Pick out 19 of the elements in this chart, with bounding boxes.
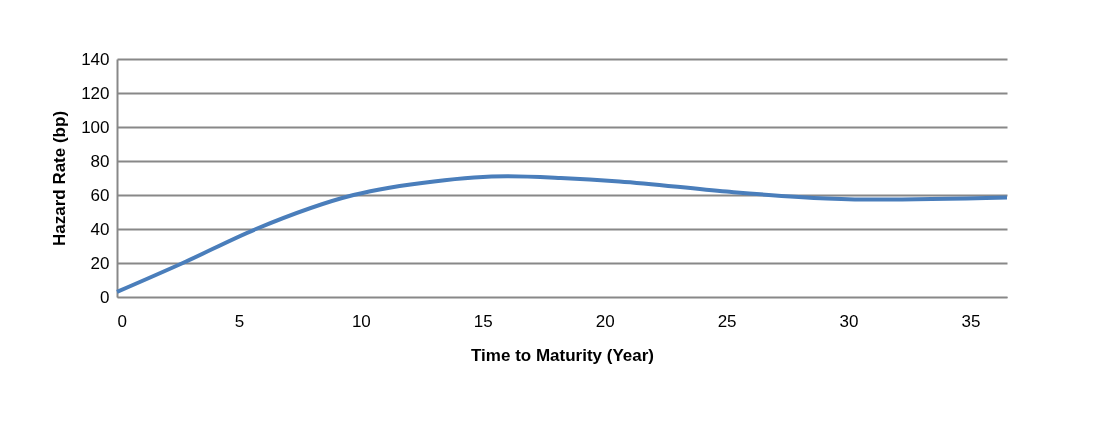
y-tick-label: 20: [90, 253, 110, 273]
x-tick-label: 10: [351, 311, 371, 331]
y-tick-label: 100: [81, 117, 110, 137]
y-tick-label: 0: [100, 287, 110, 307]
x-tick-label: 20: [595, 311, 615, 331]
y-tick-label: 80: [90, 151, 110, 171]
y-tick-label: 60: [90, 185, 110, 205]
x-tick-label: 30: [839, 311, 859, 331]
x-tick-label: 0: [117, 311, 127, 331]
y-axis-title: Hazard Rate (bp): [50, 110, 70, 247]
y-tick-label: 40: [90, 219, 110, 239]
x-axis-title: Time to Maturity (Year): [471, 345, 654, 365]
line-series: [115, 174, 1009, 294]
y-tick-label: 120: [81, 83, 110, 103]
y-tick-label: 140: [81, 49, 110, 69]
x-tick-label: 5: [234, 311, 245, 331]
x-tick-label: 25: [717, 311, 737, 331]
x-tick-label: 15: [473, 311, 493, 331]
x-tick-label: 35: [961, 311, 981, 331]
